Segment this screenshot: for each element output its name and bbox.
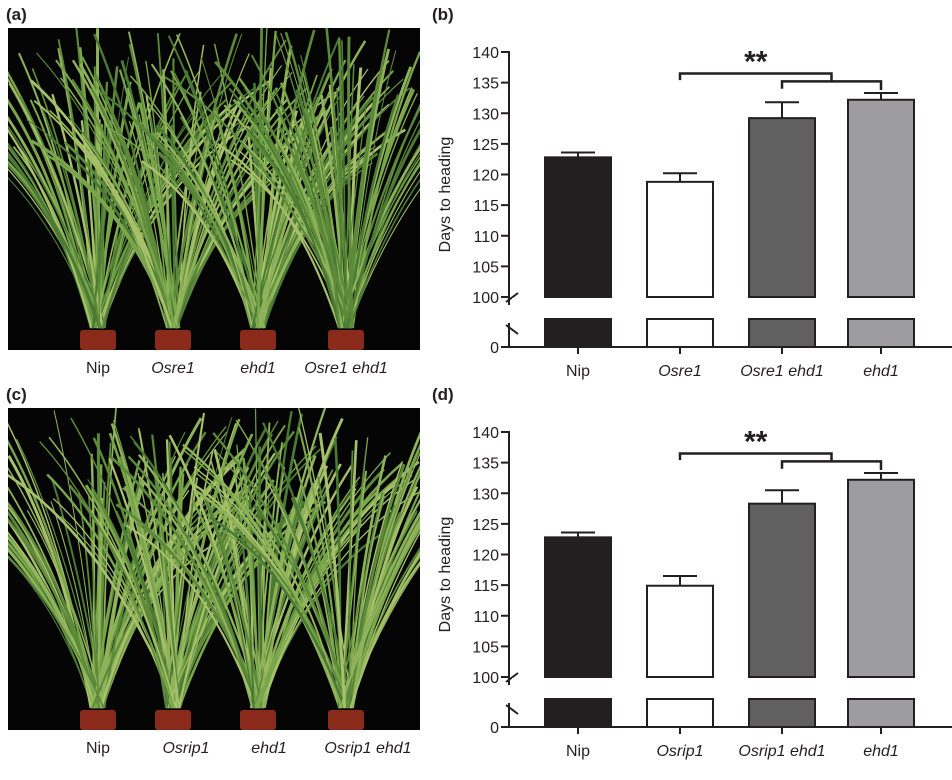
genotype-label: ehd1 (251, 740, 287, 758)
pot (328, 330, 364, 350)
bar (647, 586, 713, 677)
genotype-label: Nip (86, 740, 110, 758)
genotype-label: Nip (86, 360, 110, 378)
bar (545, 157, 611, 297)
pot (328, 710, 364, 730)
significance-stars: ** (744, 425, 768, 458)
genotype-label: Osre1 ehd1 (304, 360, 388, 378)
y-tick-label: 110 (473, 609, 499, 626)
x-tick-label: Nip (566, 363, 590, 380)
panel-label-b: (b) (432, 5, 454, 25)
bar-lower-segment (848, 699, 914, 727)
x-tick-label: ehd1 (863, 743, 899, 760)
pot (155, 710, 191, 730)
y-tick-label: 120 (472, 168, 499, 185)
bar-lower-segment (848, 319, 914, 347)
significance-bracket (782, 461, 881, 470)
x-tick-label: Osrip1 ehd1 (738, 743, 825, 760)
genotype-label: Osrip1 (162, 740, 209, 758)
y-tick-label: 115 (473, 578, 499, 595)
y-tick-label: 120 (472, 548, 499, 565)
significance-stars: ** (744, 45, 768, 78)
axis-break-mark (506, 325, 518, 334)
y-tick-label: 100 (472, 290, 499, 307)
y-tick-label: 140 (472, 425, 499, 442)
bar-lower-segment (545, 319, 611, 347)
y-tick-label: 105 (472, 259, 499, 276)
y-tick-label: 110 (473, 229, 499, 246)
panel-label-a: (a) (6, 5, 27, 25)
y-tick-label: 105 (472, 639, 499, 656)
bar-lower-segment (647, 699, 713, 727)
bar-lower-segment (749, 699, 815, 727)
pot (155, 330, 191, 350)
rice-plants-photo-c (8, 408, 420, 730)
x-tick-label: Osrip1 (656, 743, 703, 760)
bar (545, 537, 611, 677)
y-tick-label: 115 (473, 198, 499, 215)
bar (848, 100, 914, 297)
axis-break-mark (506, 705, 518, 714)
axis-break-gap (507, 685, 512, 703)
axis-break-gap (507, 305, 512, 323)
bar-lower-segment (749, 319, 815, 347)
y-tick-label: 125 (472, 137, 499, 154)
genotype-label: Osre1 (151, 360, 195, 378)
y-tick-label: 135 (472, 456, 499, 473)
genotype-label: Osrip1 ehd1 (324, 740, 411, 758)
pot (80, 710, 116, 730)
bar-lower-segment (545, 699, 611, 727)
bar-lower-segment (647, 319, 713, 347)
rice-plants-photo-a (8, 28, 420, 350)
y-axis-label: Days to heading (437, 137, 454, 253)
y-tick-label: 130 (472, 486, 499, 503)
pot (240, 330, 276, 350)
y-axis-label: Days to heading (437, 517, 454, 633)
pot (240, 710, 276, 730)
bar-chart-d: 0 100 105 110 115 120 125 130 135 140 Days to head… (430, 408, 952, 780)
genotype-label: ehd1 (240, 360, 276, 378)
y-tick-label: 0 (490, 720, 499, 737)
bar (647, 182, 713, 297)
axis-break-band (512, 678, 932, 698)
bar-chart-b: 0 100 105 110 115 120 125 130 135 140 Days to head… (430, 28, 952, 400)
y-tick-label: 140 (472, 45, 499, 62)
panel-label-c: (c) (6, 385, 27, 405)
x-tick-label: ehd1 (863, 363, 899, 380)
x-tick-label: Osre1 (658, 363, 702, 380)
y-tick-label: 135 (472, 76, 499, 93)
bar (848, 480, 914, 677)
y-tick-label: 0 (490, 340, 499, 357)
y-tick-label: 125 (472, 517, 499, 534)
bar (749, 504, 815, 677)
y-tick-label: 130 (472, 106, 499, 123)
pot (80, 330, 116, 350)
x-tick-label: Nip (566, 743, 590, 760)
x-tick-label: Osre1 ehd1 (740, 363, 824, 380)
axis-break-band (512, 298, 932, 318)
y-tick-label: 100 (472, 670, 499, 687)
bar (749, 118, 815, 297)
significance-bracket (782, 81, 881, 90)
